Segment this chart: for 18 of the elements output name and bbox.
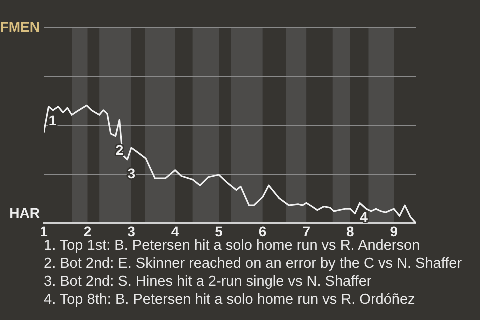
x-tick-label: 8: [346, 223, 354, 240]
text: FMEN: [0, 19, 40, 35]
x-tick-label: 6: [258, 223, 267, 240]
x-tick-label: 4: [171, 223, 180, 240]
text: 3. Bot 2nd: S. Hines hit a 2-run single vs N. Shaffer: [44, 273, 373, 291]
x-tick-label: 7: [302, 223, 311, 240]
x-tick-label: 5: [215, 223, 224, 240]
text: 4. Top 8th: B. Petersen hit a solo home run vs R. Ordóñez: [44, 291, 416, 309]
x-tick-label: 9: [390, 223, 398, 240]
text: 2. Bot 2nd: E. Skinner reached on an error by the C vs N. Shaffer: [44, 255, 462, 273]
text: 1. Top 1st: B. Petersen hit a solo home run vs R. Anderson: [44, 237, 422, 255]
x-tick-label: 1: [40, 223, 48, 240]
annotation: 3: [128, 166, 136, 182]
text: HAR: [10, 205, 40, 222]
annotation: 4: [360, 209, 368, 226]
x-tick-label: 3: [128, 223, 136, 240]
x-tick-label: 2: [84, 223, 92, 240]
annotation: 1: [48, 112, 57, 129]
